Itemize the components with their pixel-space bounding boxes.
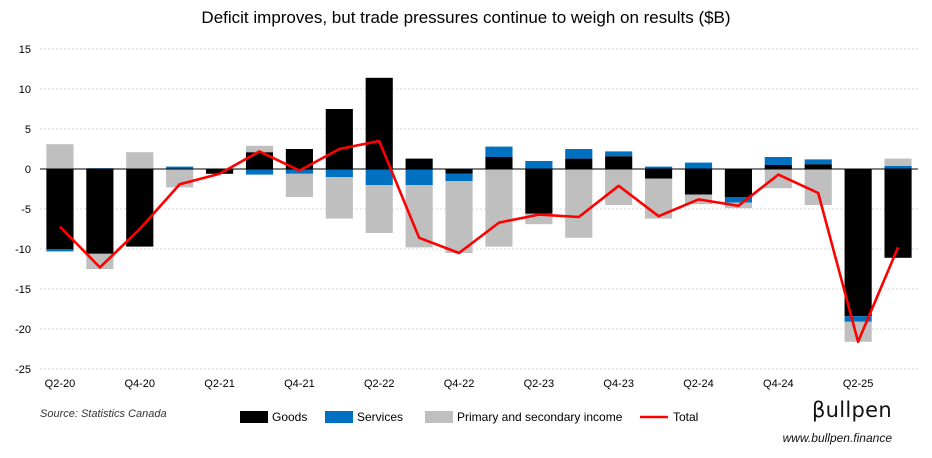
legend: Goods Services Primary and secondary incom… <box>240 410 698 424</box>
bar-services <box>46 249 74 252</box>
bar-services <box>764 157 792 165</box>
bar-services <box>166 166 194 169</box>
bar-primary-and-secondary-income <box>485 169 513 247</box>
bar-primary-and-secondary-income <box>884 158 912 166</box>
bar-goods <box>684 169 713 195</box>
bar-primary-and-secondary-income <box>86 253 114 269</box>
legend-swatch-primary-and-secondary-income <box>425 411 453 423</box>
bar-goods <box>804 164 832 169</box>
legend-label-goods: Goods <box>272 410 307 424</box>
bar-services <box>365 169 393 185</box>
total-line <box>59 139 900 344</box>
bar-primary-and-secondary-income <box>46 144 74 169</box>
bar-services <box>724 197 752 203</box>
source-note: Source: Statistics Canada <box>40 408 167 420</box>
bar-goods <box>525 169 553 214</box>
bar-goods <box>764 165 792 169</box>
bar-services <box>645 166 673 169</box>
bar-goods <box>365 77 393 169</box>
legend-label-total: Total <box>673 410 698 424</box>
bar-services <box>804 159 832 165</box>
x-tick-label: Q4-23 <box>603 378 634 390</box>
bar-goods <box>285 149 313 169</box>
chart-title: Deficit improves, but trade pressures co… <box>201 8 731 27</box>
legend-label-primary-and-secondary-income: Primary and secondary income <box>457 410 623 424</box>
bar-goods <box>605 156 633 169</box>
bar-services <box>405 169 433 185</box>
x-tick-label: Q4-20 <box>124 378 155 390</box>
bar-primary-and-secondary-income <box>126 152 154 169</box>
bar-services <box>565 149 593 159</box>
bar-primary-and-secondary-income <box>245 145 274 153</box>
bar-services <box>445 173 473 181</box>
bar-services <box>884 165 912 169</box>
bar-services <box>605 151 633 157</box>
x-tick-label: Q4-21 <box>284 378 315 390</box>
y-tick-label: 15 <box>19 44 31 56</box>
bar-primary-and-secondary-income <box>565 169 593 238</box>
bar-services <box>325 169 353 177</box>
x-tick-label: Q2-25 <box>843 378 874 390</box>
y-tick-label: -20 <box>15 324 31 336</box>
bar-goods <box>405 158 433 169</box>
x-tick-label: Q2-20 <box>45 378 76 390</box>
x-tick-label: Q2-24 <box>683 378 714 390</box>
y-axis-labels: -25 -20 -15 -10 -5 0 5 10 15 <box>15 44 31 376</box>
bar-primary-and-secondary-income <box>365 185 393 233</box>
total-line-series <box>59 139 900 344</box>
gridlines <box>40 48 918 370</box>
bar-goods <box>844 169 872 317</box>
y-tick-label: 0 <box>25 164 31 176</box>
legend-swatch-goods <box>240 411 268 423</box>
bar-services <box>844 316 872 322</box>
bar-goods <box>884 169 912 258</box>
bar-goods <box>126 169 154 247</box>
x-tick-label: Q2-23 <box>524 378 555 390</box>
bar-services <box>525 161 553 169</box>
bar-goods <box>86 169 114 254</box>
bars <box>46 77 912 342</box>
bar-services <box>245 169 274 175</box>
legend-label-services: Services <box>357 410 403 424</box>
x-tick-label: Q4-24 <box>763 378 794 390</box>
y-tick-label: -5 <box>21 204 31 216</box>
bar-goods <box>485 157 513 169</box>
legend-swatch-services <box>325 411 353 423</box>
x-tick-label: Q4-22 <box>444 378 475 390</box>
bar-services <box>485 146 513 157</box>
x-tick-label: Q2-21 <box>204 378 235 390</box>
y-tick-label: 10 <box>19 84 31 96</box>
y-tick-label: -25 <box>15 364 31 376</box>
x-axis-labels: Q2-20 Q4-20 Q2-21 Q4-21 Q2-22 Q4-22 Q2-23 Q4-23… <box>45 378 874 390</box>
bar-services <box>684 162 713 169</box>
bar-goods <box>724 169 752 197</box>
x-tick-label: Q2-22 <box>364 378 395 390</box>
bar-primary-and-secondary-income <box>325 177 353 219</box>
y-tick-label: 5 <box>25 124 31 136</box>
brand-url: www.bullpen.finance <box>782 431 892 445</box>
bar-goods <box>206 169 234 174</box>
y-tick-label: -15 <box>15 284 31 296</box>
bar-goods <box>565 158 593 169</box>
bar-primary-and-secondary-income <box>804 169 832 205</box>
bar-primary-and-secondary-income <box>764 169 792 189</box>
bar-primary-and-secondary-income <box>525 213 553 225</box>
y-tick-label: -10 <box>15 244 31 256</box>
bar-goods <box>445 169 473 174</box>
bar-goods <box>645 169 673 179</box>
bar-primary-and-secondary-income <box>445 181 473 253</box>
brand-logo: βullpen <box>811 398 892 422</box>
bar-primary-and-secondary-income <box>285 173 313 197</box>
bar-goods <box>325 109 353 169</box>
